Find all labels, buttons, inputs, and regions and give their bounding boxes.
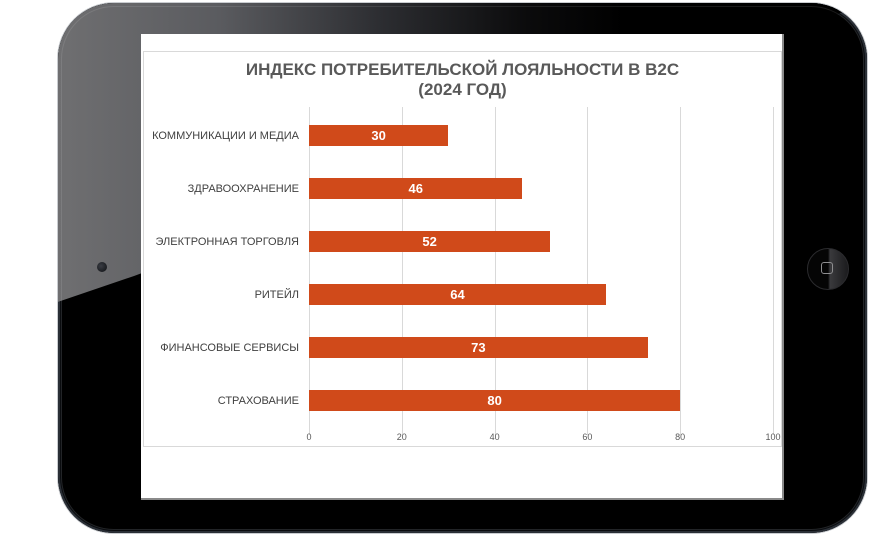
x-tick-label: 80 <box>675 432 686 442</box>
gridline <box>680 107 682 435</box>
data-label: 73 <box>471 340 486 355</box>
gridline <box>309 107 310 435</box>
bar-chart: ИНДЕКС ПОТРЕБИТЕЛЬСКОЙ ЛОЯЛЬНОСТИ В B2C … <box>143 51 782 447</box>
bar: 46 <box>309 178 523 199</box>
tablet-screen: ИНДЕКС ПОТРЕБИТЕЛЬСКОЙ ЛОЯЛЬНОСТИ В B2C … <box>141 34 784 500</box>
data-label: 64 <box>450 287 465 302</box>
chart-title-line-2: (2024 ГОД) <box>418 80 507 99</box>
x-tick-label: 40 <box>489 432 500 442</box>
data-label: 80 <box>487 393 502 408</box>
x-tick-label: 60 <box>582 432 593 442</box>
category-label: ЭЛЕКТРОННАЯ ТОРГОВЛЯ <box>155 236 300 248</box>
data-label: 46 <box>408 181 423 196</box>
bezel-edge <box>61 6 864 530</box>
category-label: ЗДРАВООХРАНЕНИЕ <box>187 183 299 195</box>
chart-title: ИНДЕКС ПОТРЕБИТЕЛЬСКОЙ ЛОЯЛЬНОСТИ В B2C … <box>144 60 781 100</box>
bar: 80 <box>309 390 681 411</box>
x-tick-label: 20 <box>396 432 407 442</box>
x-tick-label: 0 <box>306 432 312 442</box>
data-label: 30 <box>371 128 386 143</box>
x-tick-label: 100 <box>765 432 781 442</box>
bar: 73 <box>309 337 648 358</box>
home-button[interactable] <box>807 248 849 290</box>
category-label: КОММУНИКАЦИИ И МЕДИА <box>152 130 299 142</box>
bar: 64 <box>309 284 606 305</box>
gridline <box>773 107 774 435</box>
category-label: ФИНАНСОВЫЕ СЕРВИСЫ <box>160 342 299 354</box>
bar: 30 <box>309 125 449 146</box>
gridline <box>401 107 403 435</box>
chart-title-line-1: ИНДЕКС ПОТРЕБИТЕЛЬСКОЙ ЛОЯЛЬНОСТИ В B2C <box>245 60 680 79</box>
gridline <box>494 107 496 435</box>
gridline <box>587 107 589 435</box>
category-label: РИТЕЙЛ <box>254 289 299 301</box>
camera-icon <box>97 262 107 272</box>
data-label: 52 <box>422 234 437 249</box>
bar: 52 <box>309 231 551 252</box>
category-label: СТРАХОВАНИЕ <box>217 395 299 407</box>
home-square-icon <box>821 262 833 274</box>
